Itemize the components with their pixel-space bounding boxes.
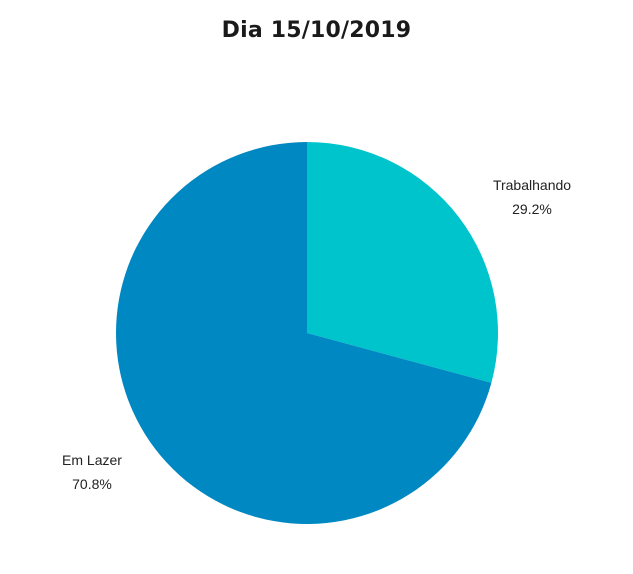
slice-label: Em Lazer xyxy=(62,452,122,468)
pie-labels: Trabalhando 29.2% Em Lazer 70.8% xyxy=(62,177,571,492)
slice-percent-label: 70.8% xyxy=(72,476,112,492)
slice-label: Trabalhando xyxy=(493,177,571,193)
pie-slices xyxy=(116,142,498,525)
pie-slice-trabalhando xyxy=(307,142,498,383)
pie-slice-em-lazer xyxy=(116,142,492,525)
slice-percent-label: 29.2% xyxy=(512,201,552,217)
chart-title: Dia 15/10/2019 xyxy=(221,18,412,43)
